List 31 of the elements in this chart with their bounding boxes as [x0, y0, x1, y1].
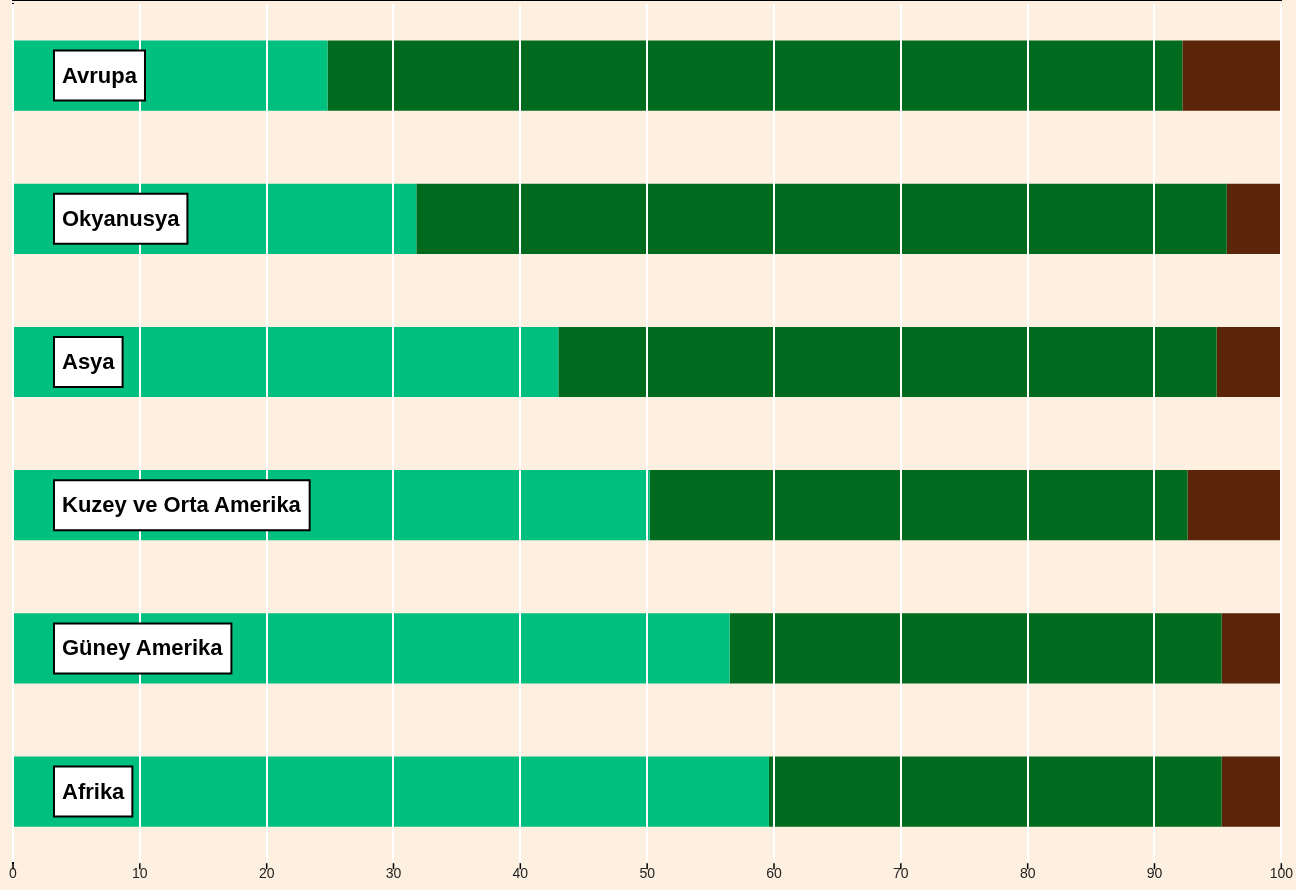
x-tick-label: 70 — [893, 865, 909, 882]
bar — [14, 326, 559, 398]
bar — [327, 40, 1183, 111]
y-tick-label: Kuzey ve Orta Amerika — [62, 492, 302, 518]
x-tick-label: 20 — [258, 865, 275, 882]
bar — [649, 470, 1188, 541]
x-tick-label: 90 — [1146, 865, 1163, 882]
bar — [1182, 40, 1282, 111]
bar — [1226, 183, 1282, 254]
x-tick-label: 100 — [1269, 865, 1294, 882]
y-tick-label: Okyanusya — [62, 205, 181, 231]
y-tick-label: Güney Amerika — [62, 635, 224, 661]
bar — [768, 756, 1222, 827]
bar — [14, 756, 769, 827]
y-tick-label: Afrika — [62, 778, 126, 804]
bar — [416, 183, 1227, 254]
y-tick-label: Asya — [62, 349, 116, 375]
x-tick-label: 40 — [512, 865, 529, 882]
x-tick-label: 0 — [9, 865, 18, 882]
bar — [558, 326, 1217, 398]
bar — [1187, 470, 1282, 541]
x-tick-label: 60 — [766, 865, 782, 882]
y-tick-label: Avrupa — [62, 62, 138, 88]
x-tick-label: 10 — [132, 865, 148, 882]
bar — [1221, 756, 1282, 827]
x-tick-label: 50 — [639, 865, 656, 882]
x-tick-label: 30 — [385, 865, 402, 882]
bar — [1221, 613, 1282, 684]
x-tick-label: 80 — [1019, 865, 1036, 882]
bar — [729, 613, 1222, 684]
bar — [1216, 326, 1282, 398]
